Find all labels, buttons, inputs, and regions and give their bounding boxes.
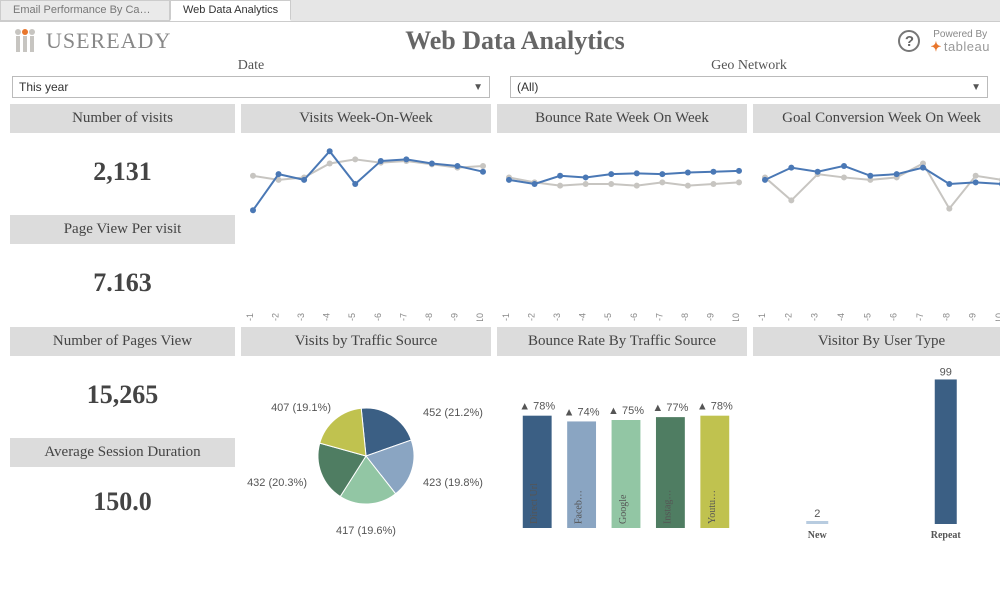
useready-logo-icon <box>10 26 40 56</box>
brand-name: USEREADY <box>46 28 171 54</box>
visitor-usertype-title: Visitor By User Type <box>753 327 1000 356</box>
svg-text:407 (19.1%): 407 (19.1%) <box>271 402 331 414</box>
svg-text:432 (20.3%): 432 (20.3%) <box>247 477 307 489</box>
svg-text:452 (21.2%): 452 (21.2%) <box>423 407 483 419</box>
svg-text:▲ 78%: ▲ 78% <box>519 401 555 413</box>
svg-text:Instag…: Instag… <box>662 490 673 524</box>
page-title: Web Data Analytics <box>180 26 850 56</box>
svg-text:Wk-3: Wk-3 <box>552 313 562 321</box>
date-dropdown-value: This year <box>19 80 68 94</box>
svg-text:Wk-10: Wk-10 <box>475 313 485 321</box>
bounce-wow-chart: Wk-1 Wk-2 Wk-3 Wk-4 Wk-5 Wk-6 Wk-7 Wk-8 Wk-9 Wk-1… <box>497 133 747 321</box>
geo-dropdown-value: (All) <box>517 80 538 94</box>
svg-text:Wk-6: Wk-6 <box>629 313 639 321</box>
svg-text:Google: Google <box>618 494 629 524</box>
visits-traffic-panel: Visits by Traffic Source 452 (21.2%) 423 … <box>241 327 491 544</box>
chevron-down-icon: ▼ <box>473 82 483 93</box>
svg-text:▲ 77%: ▲ 77% <box>652 402 688 414</box>
date-dropdown[interactable]: This year ▼ <box>12 76 490 98</box>
svg-text:Wk-8: Wk-8 <box>941 313 951 321</box>
svg-text:Wk-2: Wk-2 <box>783 313 793 321</box>
geo-filter-label: Geo Network <box>510 58 988 74</box>
svg-text:Wk-5: Wk-5 <box>862 313 872 321</box>
kpi-pvpv-title: Page View Per visit <box>10 215 235 244</box>
goal-wow-chart: Wk-1 Wk-2 Wk-3 Wk-4 Wk-5 Wk-6 Wk-7 Wk-8 Wk-9 Wk-1… <box>753 133 1000 321</box>
powered-by: Powered By ✦tableau <box>930 30 990 53</box>
svg-text:Youtu…: Youtu… <box>707 490 718 524</box>
svg-text:Wk-3: Wk-3 <box>296 313 306 321</box>
bounce-traffic-title: Bounce Rate By Traffic Source <box>497 327 747 356</box>
tab-strip: Email Performance By Campai… Web Data An… <box>0 0 1000 22</box>
svg-text:99: 99 <box>940 366 952 378</box>
svg-text:Repeat: Repeat <box>931 530 962 541</box>
goal-wow-panel: Goal Conversion Week On Week Wk-1Wk-2Wk-… <box>753 104 1000 321</box>
bounce-wow-title: Bounce Rate Week On Week <box>497 104 747 133</box>
svg-text:Wk-5: Wk-5 <box>603 313 613 321</box>
svg-text:423 (19.8%): 423 (19.8%) <box>423 477 483 489</box>
bounce-traffic-chart: ▲ 78% Direct Url ▲ 74% Faceb… ▲ 75% Google ▲ 7… <box>497 356 747 544</box>
geo-dropdown[interactable]: (All) ▼ <box>510 76 988 98</box>
svg-text:Wk-6: Wk-6 <box>889 313 899 321</box>
svg-text:Wk-4: Wk-4 <box>836 313 846 321</box>
svg-text:Wk-9: Wk-9 <box>705 313 715 321</box>
help-icon[interactable]: ? <box>898 30 920 52</box>
svg-text:Wk-3: Wk-3 <box>810 313 820 321</box>
svg-text:▲ 78%: ▲ 78% <box>697 401 733 413</box>
kpi-pvpv-value: 7.163 <box>10 250 235 320</box>
svg-text:417 (19.6%): 417 (19.6%) <box>336 525 396 537</box>
svg-text:New: New <box>808 530 828 541</box>
svg-text:Wk-10: Wk-10 <box>731 313 741 321</box>
tab-email-performance[interactable]: Email Performance By Campai… <box>0 0 170 21</box>
svg-text:Wk-6: Wk-6 <box>373 313 383 321</box>
kpi-pages-value: 15,265 <box>10 362 235 432</box>
visits-wow-chart: Wk-1 Wk-2 Wk-3 Wk-4 Wk-5 Wk-6 Wk-7 Wk-8 Wk-9 Wk-1… <box>241 133 491 321</box>
svg-text:Wk-4: Wk-4 <box>322 313 332 321</box>
chevron-down-icon: ▼ <box>971 82 981 93</box>
svg-text:▲ 75%: ▲ 75% <box>608 405 644 417</box>
svg-text:Wk-5: Wk-5 <box>347 313 357 321</box>
visits-traffic-chart: 452 (21.2%) 423 (19.8%) 417 (19.6%) 432 (20… <box>241 356 491 544</box>
svg-text:Wk-7: Wk-7 <box>654 313 664 321</box>
kpi-session-value: 150.0 <box>10 473 235 523</box>
svg-text:Wk-4: Wk-4 <box>578 313 588 321</box>
svg-text:Wk-10: Wk-10 <box>994 313 1000 321</box>
svg-text:Wk-9: Wk-9 <box>968 313 978 321</box>
brand-logo: USEREADY <box>10 26 180 56</box>
filter-row: Date This year ▼ Geo Network (All) ▼ <box>0 56 1000 104</box>
date-filter-label: Date <box>12 58 490 74</box>
svg-text:Wk-8: Wk-8 <box>680 313 690 321</box>
tab-web-data-analytics[interactable]: Web Data Analytics <box>170 0 291 21</box>
svg-text:Wk-2: Wk-2 <box>527 313 537 321</box>
tableau-logo: ✦tableau <box>930 40 990 53</box>
kpi-session-title: Average Session Duration <box>10 438 235 467</box>
svg-text:2: 2 <box>814 508 820 520</box>
svg-text:Wk-7: Wk-7 <box>915 313 925 321</box>
visits-wow-panel: Visits Week-On-Week Wk-1 Wk-2 Wk-3 Wk-4 Wk-5… <box>241 104 491 321</box>
tab-spacer <box>291 0 1000 21</box>
svg-text:Wk-2: Wk-2 <box>271 313 281 321</box>
kpi-pages-title: Number of Pages View <box>10 327 235 356</box>
visitor-usertype-chart: 2 New 99 Repeat <box>753 356 1000 544</box>
visits-wow-title: Visits Week-On-Week <box>241 104 491 133</box>
svg-text:Wk-1: Wk-1 <box>245 313 255 321</box>
bounce-wow-panel: Bounce Rate Week On Week Wk-1Wk-2Wk-3Wk-… <box>497 104 747 321</box>
goal-wow-title: Goal Conversion Week On Week <box>753 104 1000 133</box>
kpi-visits-value: 2,131 <box>10 139 235 209</box>
svg-text:Direct Url: Direct Url <box>529 483 540 524</box>
kpi-visits-title: Number of visits <box>10 104 235 133</box>
svg-text:Wk-1: Wk-1 <box>757 313 767 321</box>
svg-text:Wk-8: Wk-8 <box>424 313 434 321</box>
svg-text:Wk-1: Wk-1 <box>501 313 511 321</box>
svg-text:Wk-9: Wk-9 <box>449 313 459 321</box>
dashboard-header: USEREADY Web Data Analytics ? Powered By… <box>0 22 1000 56</box>
svg-text:▲ 74%: ▲ 74% <box>564 406 600 418</box>
svg-text:Faceb…: Faceb… <box>574 490 585 524</box>
bounce-traffic-panel: Bounce Rate By Traffic Source ▲ 78% Direc… <box>497 327 747 544</box>
svg-text:Wk-7: Wk-7 <box>398 313 408 321</box>
visitor-usertype-panel: Visitor By User Type 2 New 99 Repeat <box>753 327 1000 544</box>
dashboard-grid: Number of visits 2,131 Page View Per vis… <box>0 104 1000 552</box>
visits-traffic-title: Visits by Traffic Source <box>241 327 491 356</box>
